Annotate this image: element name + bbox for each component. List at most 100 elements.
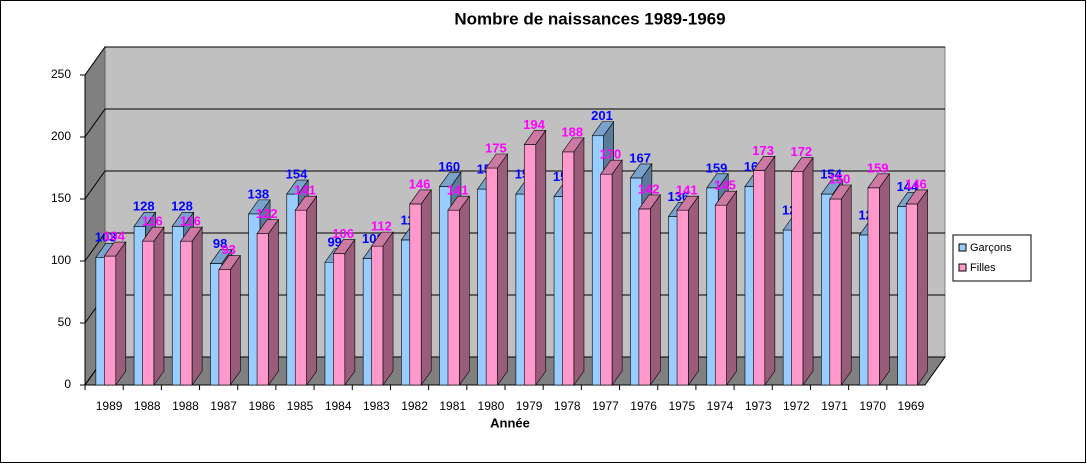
value-label: 116 [142,214,163,229]
value-label: 159 [706,160,728,175]
bar [638,193,661,386]
bar-side [535,129,547,386]
x-tick-label: 1980 [478,399,505,413]
bar-side [840,184,852,386]
bar-side [573,136,585,386]
x-tick-label: 1988 [172,399,199,413]
bar-front [829,198,842,386]
legend-label: Filles [970,262,996,274]
bar-front [600,173,613,386]
bar-side [153,226,165,386]
chart-title: Nombre de naissances 1989-1969 [454,9,725,28]
bar-front [447,209,460,386]
bar-front [409,203,422,386]
bar-front [676,209,689,386]
value-label: 142 [638,181,660,196]
value-label: 170 [600,147,622,162]
bar [141,226,165,386]
bar-side [917,189,928,386]
bar [523,129,547,386]
x-tick-label: 1975 [668,399,695,413]
y-tick-label: 250 [51,67,71,81]
bar-front [714,204,727,386]
y-tick-label: 150 [51,191,71,205]
x-tick-label: 1981 [439,399,466,413]
bar-front [485,167,498,386]
value-label: 93 [221,242,235,257]
bar-side [497,153,508,386]
x-tick-label: 1982 [401,399,428,413]
bar-side [382,231,394,386]
grid-line [84,46,945,76]
value-label: 136 [667,189,689,204]
value-label: 141 [676,183,698,198]
bar-side [115,241,127,386]
bar-front [180,240,193,386]
bar-side [726,190,737,386]
bar [676,195,700,386]
legend-swatch [958,243,967,252]
value-label: 145 [714,178,736,193]
bar-front [562,151,575,386]
x-tick-label: 1983 [363,399,390,413]
bar-side [230,254,241,386]
bar-front [753,170,766,386]
x-tick-label: 1989 [96,399,123,413]
bar-side [688,195,699,386]
bar-front [867,187,880,386]
value-label: 116 [180,214,201,229]
bar [218,254,241,386]
bar [103,241,127,386]
bar-front [218,269,231,386]
value-label: 194 [523,117,545,132]
value-label: 99 [327,235,341,250]
grid-line [84,108,945,138]
value-label: 160 [438,159,460,174]
bar-side [191,226,203,386]
x-tick-label: 1984 [325,399,352,413]
bar-front [791,171,804,386]
bar-front [524,144,537,386]
bar-side [344,238,356,386]
bar [447,195,471,386]
value-label: 188 [561,124,583,139]
bar-side [611,159,623,386]
bar [714,190,738,386]
x-tick-label: 1977 [592,399,619,413]
x-axis-title: Année [490,415,530,430]
value-label: 167 [629,150,651,165]
bar-front [371,245,384,386]
value-label: 173 [752,143,774,158]
bar-front [905,203,918,386]
value-label: 172 [790,144,812,159]
x-tick-label: 1985 [287,399,314,413]
bar [485,153,509,386]
grid-line [84,170,945,200]
legend-swatch [958,263,967,272]
legend-label: Garçons [970,242,1012,254]
y-tick-label: 50 [58,315,72,329]
bar [752,155,776,386]
bar [867,172,891,386]
bar [600,159,623,386]
bar-front [294,209,307,386]
x-tick-label: 1971 [821,399,848,413]
x-tick-label: 1986 [248,399,275,413]
value-label: 154 [286,166,308,181]
x-tick-label: 1972 [783,399,810,413]
value-label: 144 [897,179,919,194]
bar-side [879,172,890,386]
bar [180,226,203,386]
value-label: 141 [294,183,316,198]
value-label: 106 [332,226,354,241]
bar-side [306,195,317,386]
value-label: 128 [171,199,193,214]
bar-front [333,253,346,386]
x-tick-label: 1987 [210,399,237,413]
value-label: 112 [371,219,392,234]
bar-side [420,189,432,386]
bar-front [104,255,117,386]
bar-side [459,195,470,386]
bar [256,218,280,386]
bar [332,238,356,386]
